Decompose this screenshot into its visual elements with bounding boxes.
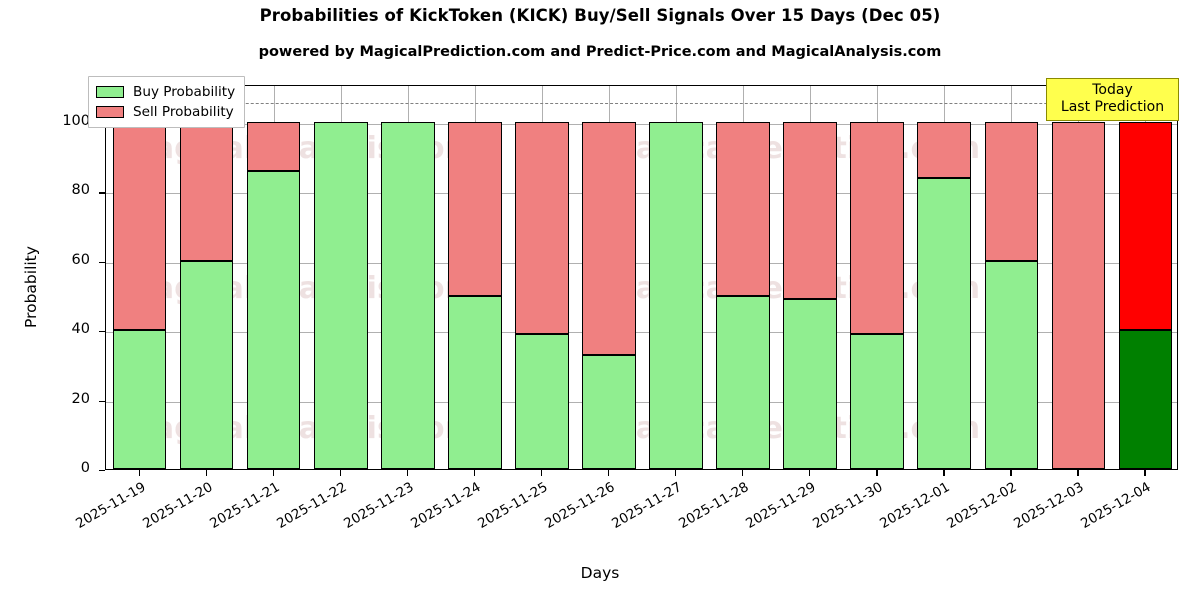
y-tick-mark — [99, 331, 105, 333]
bar-segment-buy[interactable] — [649, 122, 703, 469]
x-tick-mark — [809, 470, 811, 476]
legend-label-buy: Buy Probability — [133, 84, 236, 100]
bar-segment-sell[interactable] — [515, 122, 569, 334]
bar-group[interactable] — [448, 86, 502, 469]
x-tick-mark — [205, 470, 207, 476]
bar-group[interactable] — [582, 86, 636, 469]
legend-swatch-buy — [96, 86, 124, 98]
legend-item-sell[interactable]: Sell Probability — [96, 102, 235, 122]
x-tick-mark — [540, 470, 543, 476]
bar-group[interactable] — [380, 86, 435, 469]
bar-segment-sell[interactable] — [179, 122, 234, 261]
bar-group[interactable] — [783, 86, 837, 469]
x-tick-mark — [1010, 470, 1012, 476]
bar-group[interactable] — [1118, 86, 1173, 469]
reference-dashed-line — [106, 103, 1177, 105]
x-tick-mark — [675, 470, 677, 476]
bar-segment-sell[interactable] — [1051, 122, 1106, 469]
x-tick-mark — [473, 470, 476, 476]
x-tick-mark — [272, 470, 274, 476]
y-tick-mark — [99, 470, 105, 472]
chart-subtitle: powered by MagicalPrediction.com and Pre… — [258, 44, 942, 60]
bar-segment-buy[interactable] — [246, 170, 301, 469]
bar-segment-sell[interactable] — [783, 122, 837, 299]
y-tick-mark — [99, 400, 105, 402]
bar-group[interactable] — [984, 86, 1039, 469]
bar-series — [106, 86, 1177, 469]
bar-segment-buy[interactable] — [313, 122, 368, 469]
bar-segment-buy[interactable] — [1118, 330, 1173, 469]
bar-segment-buy[interactable] — [917, 177, 972, 469]
x-tick-mark — [742, 470, 744, 476]
bar-segment-sell[interactable] — [246, 122, 301, 171]
x-tick-mark — [138, 470, 140, 476]
bar-segment-buy[interactable] — [850, 333, 905, 469]
bar-group[interactable] — [1051, 86, 1106, 469]
bar-group[interactable] — [313, 86, 368, 469]
bar-segment-sell[interactable] — [716, 122, 770, 296]
bar-segment-buy[interactable] — [582, 354, 636, 469]
bar-segment-buy[interactable] — [984, 260, 1039, 469]
y-tick-mark — [99, 261, 105, 264]
bar-segment-sell[interactable] — [448, 122, 502, 296]
grid-line-horizontal — [106, 124, 1177, 125]
x-tick-mark — [876, 470, 878, 476]
legend-item-buy[interactable]: Buy Probability — [96, 82, 235, 102]
y-tick-mark — [99, 192, 105, 194]
bar-group[interactable] — [917, 86, 972, 469]
last-prediction-label: Last Prediction — [1060, 99, 1165, 115]
y-tick-label: 40 — [71, 321, 90, 338]
y-tick-label: 60 — [71, 251, 90, 268]
x-tick-mark — [1144, 470, 1146, 476]
bar-segment-sell[interactable] — [984, 122, 1039, 261]
y-tick-label: 100 — [62, 113, 90, 129]
bar-group[interactable] — [515, 86, 569, 469]
chart-legend: Buy Probability Sell Probability — [88, 76, 246, 128]
grid-line-horizontal — [106, 332, 1177, 334]
bar-segment-sell[interactable] — [917, 122, 972, 178]
x-tick-mark — [1077, 470, 1079, 476]
bar-group[interactable] — [179, 86, 234, 469]
bar-segment-buy[interactable] — [448, 295, 502, 469]
bar-segment-sell[interactable] — [582, 122, 636, 355]
grid-line-horizontal — [106, 262, 1177, 264]
legend-label-sell: Sell Probability — [133, 104, 234, 120]
bar-group[interactable] — [850, 86, 905, 469]
chart-title: Probabilities of KickToken (KICK) Buy/Se… — [259, 6, 941, 25]
bar-segment-buy[interactable] — [380, 122, 435, 469]
bar-segment-buy[interactable] — [112, 330, 167, 469]
bar-group[interactable] — [112, 86, 167, 469]
bar-group[interactable] — [649, 86, 703, 469]
today-annotation: Today Last Prediction — [1046, 78, 1179, 121]
x-tick-mark — [943, 470, 945, 476]
bar-segment-buy[interactable] — [179, 260, 234, 469]
legend-swatch-sell — [96, 106, 124, 118]
x-tick-mark — [339, 470, 342, 476]
bar-segment-sell[interactable] — [850, 122, 905, 334]
x-tick-mark — [607, 470, 610, 476]
bar-segment-buy[interactable] — [716, 295, 770, 469]
grid-line-horizontal — [106, 401, 1177, 403]
bar-group[interactable] — [246, 86, 301, 469]
bar-segment-buy[interactable] — [783, 298, 837, 469]
y-tick-label: 80 — [71, 182, 90, 199]
plot-area: MagicalAnalysis.comMagicaPrediction.comM… — [105, 85, 1178, 470]
grid-line-horizontal — [106, 193, 1177, 195]
x-axis-title: Days — [580, 564, 620, 582]
bar-segment-buy[interactable] — [515, 333, 569, 469]
bar-group[interactable] — [716, 86, 770, 469]
bar-segment-sell[interactable] — [1118, 122, 1173, 331]
y-tick-label: 20 — [71, 390, 90, 407]
bar-segment-sell[interactable] — [112, 122, 167, 331]
today-label: Today — [1092, 82, 1133, 98]
y-tick-label: 0 — [80, 460, 90, 476]
x-tick-mark — [406, 470, 409, 476]
